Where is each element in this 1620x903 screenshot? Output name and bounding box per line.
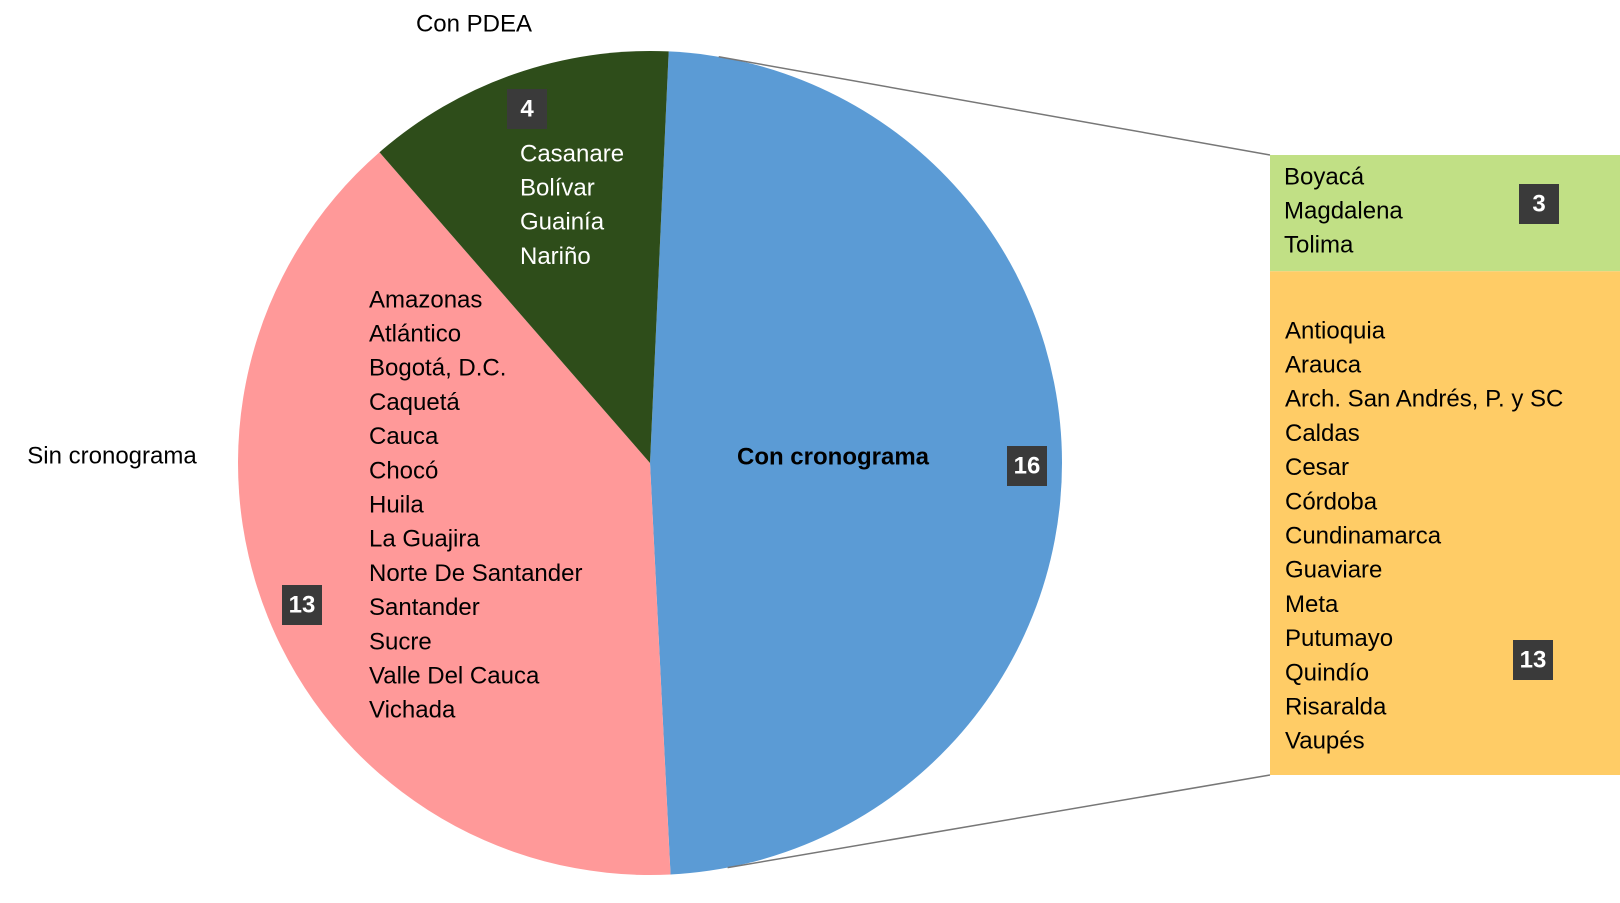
slice-item: Sucre [369,628,432,655]
slice-name: Con PDEA [416,10,532,37]
bar-item: Arauca [1285,352,1362,379]
slice-item: La Guajira [369,526,480,553]
bar-item: Tolima [1284,232,1354,259]
connector [727,774,1271,869]
slice-item: Atlántico [369,321,461,348]
slice-item: Casanare [520,140,624,167]
bar-item: Cesar [1285,454,1349,481]
bar-item: Vaupés [1285,728,1365,755]
value-label-box [1513,640,1553,680]
slice-item: Guainía [520,209,605,236]
slice-item: Norte De Santander [369,560,582,587]
pie-slice [379,50,669,463]
bar-item: Córdoba [1285,488,1378,515]
slice-name: Con cronograma [737,443,930,470]
value-label: 16 [1014,452,1041,479]
bar-item: Boyacá [1284,163,1365,190]
bar-item: Guaviare [1285,557,1382,584]
slice-item: Cauca [369,423,439,450]
bar-item: Risaralda [1285,694,1387,721]
bar-segment [1270,155,1620,272]
pie-slice [238,152,671,875]
slice-item: Caquetá [369,389,460,416]
bar-item: Quindío [1285,659,1369,686]
bar-item: Magdalena [1284,198,1403,225]
connector [718,56,1271,156]
bar-item: Cundinamarca [1285,523,1442,550]
bar-item: Meta [1285,591,1339,618]
value-label: 3 [1532,190,1545,217]
bar-segment [1270,271,1620,775]
pie-slice [650,51,1062,875]
value-label-box [1519,184,1559,224]
slice-item: Huila [369,492,424,519]
value-label-box [282,585,322,625]
slice-item: Amazonas [369,286,482,313]
slice-item: Chocó [369,457,438,484]
bar-item: Caldas [1285,420,1360,447]
bar-item: Arch. San Andrés, P. y SC [1285,386,1563,413]
bar-item: Putumayo [1285,625,1393,652]
slice-item: Vichada [369,697,456,724]
slice-name: Sin cronograma [27,442,197,469]
slice-item: Santander [369,594,480,621]
bar-item: Antioquia [1285,317,1386,344]
value-label: 4 [520,95,534,122]
value-label: 13 [1520,646,1547,673]
slice-item: Bolívar [520,175,595,202]
slice-item: Valle Del Cauca [369,663,540,690]
value-label: 13 [289,591,316,618]
value-label-box [507,89,547,129]
slice-item: Bogotá, D.C. [369,355,506,382]
value-label-box [1007,446,1047,486]
slice-item: Nariño [520,243,591,270]
